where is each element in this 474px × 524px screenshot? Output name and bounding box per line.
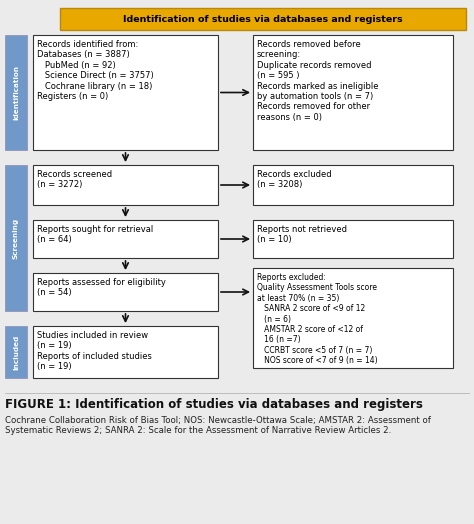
Text: FIGURE 1: Identification of studies via databases and registers: FIGURE 1: Identification of studies via …: [5, 398, 423, 411]
Bar: [33, 273, 218, 311]
Bar: [33, 165, 218, 205]
Text: Included: Included: [13, 334, 19, 369]
Bar: [33, 326, 218, 378]
Bar: [33, 35, 218, 150]
Text: Reports excluded:
Quality Assessment Tools score
at least 70% (n = 35)
   SANRA : Reports excluded: Quality Assessment Too…: [257, 273, 378, 365]
Bar: [5, 165, 27, 311]
Text: Identification of studies via databases and registers: Identification of studies via databases …: [123, 16, 403, 25]
Text: Records screened
(n = 3272): Records screened (n = 3272): [37, 170, 112, 189]
Bar: [253, 35, 453, 150]
Text: Cochrane Collaboration Risk of Bias Tool; NOS: Newcastle-Ottawa Scale; AMSTAR 2:: Cochrane Collaboration Risk of Bias Tool…: [5, 416, 431, 435]
Bar: [33, 220, 218, 258]
Bar: [60, 8, 466, 30]
Text: Studies included in review
(n = 19)
Reports of included studies
(n = 19): Studies included in review (n = 19) Repo…: [37, 331, 152, 371]
Text: Records identified from:
Databases (n = 3887)
   PubMed (n = 92)
   Science Dire: Records identified from: Databases (n = …: [37, 40, 154, 101]
Text: Reports assessed for eligibility
(n = 54): Reports assessed for eligibility (n = 54…: [37, 278, 166, 298]
Text: Identification: Identification: [13, 65, 19, 120]
Bar: [253, 165, 453, 205]
Text: Screening: Screening: [13, 217, 19, 258]
Text: Reports sought for retrieval
(n = 64): Reports sought for retrieval (n = 64): [37, 225, 153, 244]
Bar: [253, 220, 453, 258]
Bar: [5, 35, 27, 150]
Text: Records removed before
screening:
Duplicate records removed
(n = 595 )
Records m: Records removed before screening: Duplic…: [257, 40, 379, 122]
Bar: [5, 326, 27, 378]
Bar: [253, 268, 453, 368]
Text: Reports not retrieved
(n = 10): Reports not retrieved (n = 10): [257, 225, 347, 244]
Text: Records excluded
(n = 3208): Records excluded (n = 3208): [257, 170, 332, 189]
